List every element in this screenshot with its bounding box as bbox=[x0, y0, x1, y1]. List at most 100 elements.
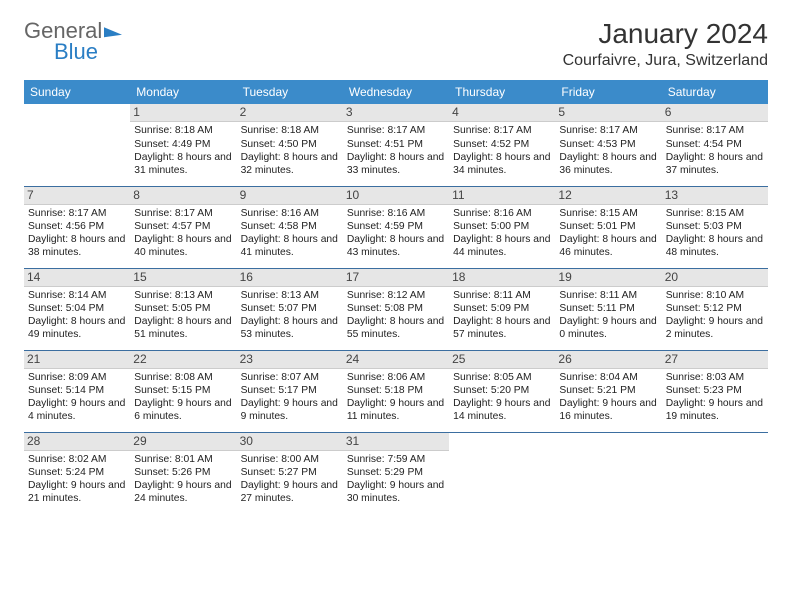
daylight-line: Daylight: 9 hours and 21 minutes. bbox=[28, 479, 126, 505]
calendar-row: 14Sunrise: 8:14 AMSunset: 5:04 PMDayligh… bbox=[24, 268, 768, 350]
sunrise-line: Sunrise: 8:17 AM bbox=[134, 207, 232, 220]
daylight-line: Daylight: 8 hours and 34 minutes. bbox=[453, 151, 551, 177]
sunrise-line: Sunrise: 8:12 AM bbox=[347, 289, 445, 302]
sunset-line: Sunset: 5:12 PM bbox=[666, 302, 764, 315]
day-number: 19 bbox=[555, 269, 661, 287]
sunrise-line: Sunrise: 7:59 AM bbox=[347, 453, 445, 466]
calendar-cell: 7Sunrise: 8:17 AMSunset: 4:56 PMDaylight… bbox=[24, 186, 130, 268]
calendar-cell: 24Sunrise: 8:06 AMSunset: 5:18 PMDayligh… bbox=[343, 350, 449, 432]
sunset-line: Sunset: 5:17 PM bbox=[241, 384, 339, 397]
calendar-cell: 22Sunrise: 8:08 AMSunset: 5:15 PMDayligh… bbox=[130, 350, 236, 432]
sunrise-line: Sunrise: 8:18 AM bbox=[241, 124, 339, 137]
calendar-cell: . bbox=[449, 432, 555, 514]
calendar-row: 21Sunrise: 8:09 AMSunset: 5:14 PMDayligh… bbox=[24, 350, 768, 432]
calendar-cell: 28Sunrise: 8:02 AMSunset: 5:24 PMDayligh… bbox=[24, 432, 130, 514]
calendar-cell: 30Sunrise: 8:00 AMSunset: 5:27 PMDayligh… bbox=[237, 432, 343, 514]
sunrise-line: Sunrise: 8:18 AM bbox=[134, 124, 232, 137]
sunrise-line: Sunrise: 8:16 AM bbox=[347, 207, 445, 220]
day-number: 13 bbox=[662, 187, 768, 205]
weekday-header-row: Sunday Monday Tuesday Wednesday Thursday… bbox=[24, 80, 768, 104]
calendar-cell: 12Sunrise: 8:15 AMSunset: 5:01 PMDayligh… bbox=[555, 186, 661, 268]
calendar-cell: 17 Sunrise: 8:12 AMSunset: 5:08 PMDayligh… bbox=[343, 268, 449, 350]
daylight-line: Daylight: 8 hours and 43 minutes. bbox=[347, 233, 445, 259]
sunrise-line: Sunrise: 8:11 AM bbox=[453, 289, 551, 302]
calendar-table: Sunday Monday Tuesday Wednesday Thursday… bbox=[24, 80, 768, 514]
sunset-line: Sunset: 5:09 PM bbox=[453, 302, 551, 315]
sunrise-line: Sunrise: 8:17 AM bbox=[347, 124, 445, 137]
day-number: 26 bbox=[555, 351, 661, 369]
sunset-line: Sunset: 5:20 PM bbox=[453, 384, 551, 397]
day-number: 11 bbox=[449, 187, 555, 205]
weekday-monday: Monday bbox=[130, 80, 236, 104]
day-number: 1 bbox=[130, 104, 236, 122]
calendar-cell: 21Sunrise: 8:09 AMSunset: 5:14 PMDayligh… bbox=[24, 350, 130, 432]
month-title: January 2024 bbox=[563, 18, 768, 50]
day-number: 15 bbox=[130, 269, 236, 287]
sunset-line: Sunset: 5:21 PM bbox=[559, 384, 657, 397]
calendar-body: .1Sunrise: 8:18 AMSunset: 4:49 PMDayligh… bbox=[24, 104, 768, 514]
sunset-line: Sunset: 4:59 PM bbox=[347, 220, 445, 233]
daylight-line: Daylight: 9 hours and 16 minutes. bbox=[559, 397, 657, 423]
day-number: 9 bbox=[237, 187, 343, 205]
calendar-page: General January 2024 Courfaivre, Jura, S… bbox=[0, 0, 792, 524]
weekday-tuesday: Tuesday bbox=[237, 80, 343, 104]
calendar-cell: 4Sunrise: 8:17 AMSunset: 4:52 PMDaylight… bbox=[449, 104, 555, 186]
calendar-row: 28Sunrise: 8:02 AMSunset: 5:24 PMDayligh… bbox=[24, 432, 768, 514]
sunrise-line: Sunrise: 8:17 AM bbox=[666, 124, 764, 137]
sunrise-line: Sunrise: 8:04 AM bbox=[559, 371, 657, 384]
sunset-line: Sunset: 5:23 PM bbox=[666, 384, 764, 397]
day-number: 21 bbox=[24, 351, 130, 369]
daylight-line: Daylight: 8 hours and 55 minutes. bbox=[347, 315, 445, 341]
daylight-line: Daylight: 9 hours and 14 minutes. bbox=[453, 397, 551, 423]
day-number: 28 bbox=[24, 433, 130, 451]
day-number: 5 bbox=[555, 104, 661, 122]
daylight-line: Daylight: 8 hours and 57 minutes. bbox=[453, 315, 551, 341]
daylight-line: Daylight: 9 hours and 27 minutes. bbox=[241, 479, 339, 505]
day-number: 29 bbox=[130, 433, 236, 451]
daylight-line: Daylight: 8 hours and 48 minutes. bbox=[666, 233, 764, 259]
sunrise-line: Sunrise: 8:05 AM bbox=[453, 371, 551, 384]
daylight-line: Daylight: 9 hours and 11 minutes. bbox=[347, 397, 445, 423]
day-number: 17 bbox=[343, 269, 449, 287]
daylight-line: Daylight: 8 hours and 49 minutes. bbox=[28, 315, 126, 341]
sunset-line: Sunset: 5:26 PM bbox=[134, 466, 232, 479]
sunset-line: Sunset: 5:15 PM bbox=[134, 384, 232, 397]
calendar-cell: 5Sunrise: 8:17 AMSunset: 4:53 PMDaylight… bbox=[555, 104, 661, 186]
day-number: 31 bbox=[343, 433, 449, 451]
calendar-cell: 11Sunrise: 8:16 AMSunset: 5:00 PMDayligh… bbox=[449, 186, 555, 268]
daylight-line: Daylight: 9 hours and 4 minutes. bbox=[28, 397, 126, 423]
sunrise-line: Sunrise: 8:02 AM bbox=[28, 453, 126, 466]
weekday-thursday: Thursday bbox=[449, 80, 555, 104]
day-number: 8 bbox=[130, 187, 236, 205]
day-number: 10 bbox=[343, 187, 449, 205]
sunset-line: Sunset: 5:00 PM bbox=[453, 220, 551, 233]
logo-text-2: Blue bbox=[54, 39, 98, 65]
calendar-cell: 9Sunrise: 8:16 AMSunset: 4:58 PMDaylight… bbox=[237, 186, 343, 268]
day-number: 16 bbox=[237, 269, 343, 287]
sunset-line: Sunset: 4:54 PM bbox=[666, 138, 764, 151]
daylight-line: Daylight: 9 hours and 2 minutes. bbox=[666, 315, 764, 341]
sunset-line: Sunset: 5:08 PM bbox=[347, 302, 445, 315]
calendar-cell: 10 Sunrise: 8:16 AMSunset: 4:59 PMDayligh… bbox=[343, 186, 449, 268]
daylight-line: Daylight: 8 hours and 53 minutes. bbox=[241, 315, 339, 341]
weekday-sunday: Sunday bbox=[24, 80, 130, 104]
day-number: 3 bbox=[343, 104, 449, 122]
daylight-line: Daylight: 8 hours and 36 minutes. bbox=[559, 151, 657, 177]
sunrise-line: Sunrise: 8:06 AM bbox=[347, 371, 445, 384]
sunset-line: Sunset: 4:57 PM bbox=[134, 220, 232, 233]
sunrise-line: Sunrise: 8:15 AM bbox=[666, 207, 764, 220]
daylight-line: Daylight: 9 hours and 19 minutes. bbox=[666, 397, 764, 423]
header: General January 2024 Courfaivre, Jura, S… bbox=[24, 18, 768, 70]
daylight-line: Daylight: 8 hours and 40 minutes. bbox=[134, 233, 232, 259]
calendar-cell: 6Sunrise: 8:17 AMSunset: 4:54 PMDaylight… bbox=[662, 104, 768, 186]
sunset-line: Sunset: 5:11 PM bbox=[559, 302, 657, 315]
calendar-cell: 31Sunrise: 7:59 AMSunset: 5:29 PMDayligh… bbox=[343, 432, 449, 514]
calendar-cell: 14Sunrise: 8:14 AMSunset: 5:04 PMDayligh… bbox=[24, 268, 130, 350]
daylight-line: Daylight: 9 hours and 30 minutes. bbox=[347, 479, 445, 505]
daylight-line: Daylight: 8 hours and 41 minutes. bbox=[241, 233, 339, 259]
calendar-row: .1Sunrise: 8:18 AMSunset: 4:49 PMDayligh… bbox=[24, 104, 768, 186]
calendar-cell: 27Sunrise: 8:03 AMSunset: 5:23 PMDayligh… bbox=[662, 350, 768, 432]
sunrise-line: Sunrise: 8:07 AM bbox=[241, 371, 339, 384]
day-number: 6 bbox=[662, 104, 768, 122]
sunrise-line: Sunrise: 8:10 AM bbox=[666, 289, 764, 302]
